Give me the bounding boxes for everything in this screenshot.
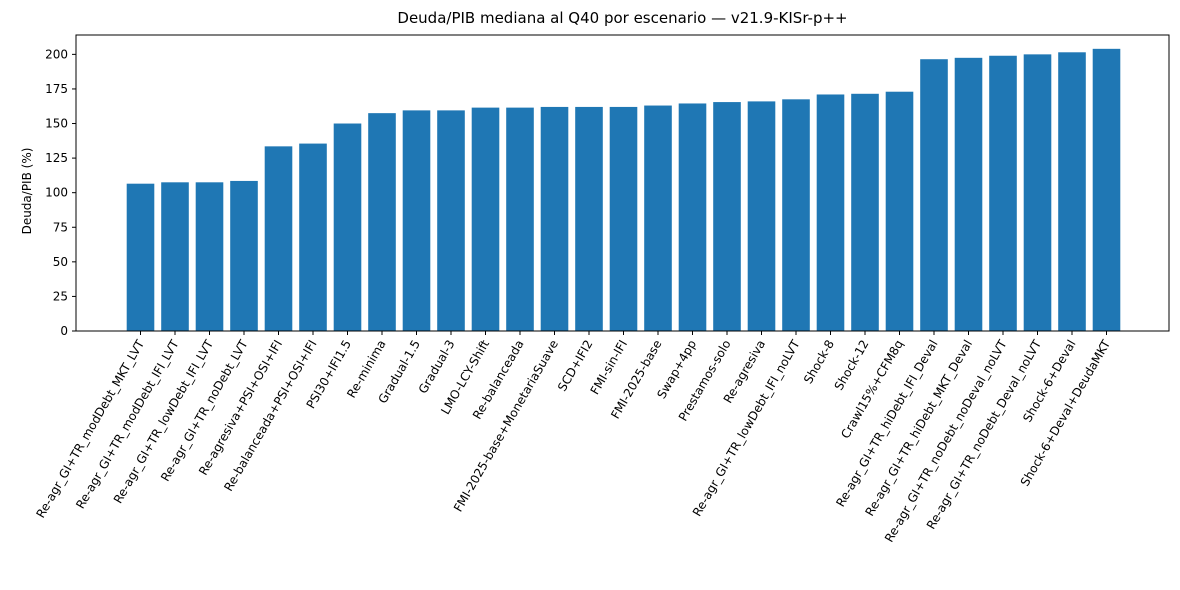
bar-17 bbox=[678, 103, 707, 331]
bar-29 bbox=[1092, 48, 1121, 331]
bar-2 bbox=[161, 182, 189, 331]
bar-11 bbox=[471, 107, 500, 332]
x-tick-label-22: Shock-12 bbox=[832, 338, 872, 393]
bar-28 bbox=[1058, 52, 1086, 331]
bar-23 bbox=[885, 91, 914, 332]
bar-22 bbox=[851, 93, 879, 331]
y-tick-label-200: 200 bbox=[45, 47, 68, 61]
x-tick-label-23: Crawl15%+CFM8q bbox=[838, 338, 906, 442]
bar-15 bbox=[609, 106, 638, 332]
y-tick-label-175: 175 bbox=[45, 82, 68, 96]
bar-26 bbox=[989, 55, 1017, 331]
bar-8 bbox=[368, 113, 396, 332]
bar-1 bbox=[126, 183, 155, 331]
bar-19 bbox=[747, 101, 776, 331]
y-tick-label-75: 75 bbox=[53, 220, 68, 234]
bar-5 bbox=[264, 146, 293, 331]
y-axis-label: Deuda/PIB (%) bbox=[20, 148, 34, 235]
bar-18 bbox=[713, 102, 741, 331]
bar-14 bbox=[575, 106, 603, 332]
bar-10 bbox=[437, 110, 465, 331]
y-tick-label-0: 0 bbox=[60, 324, 68, 338]
bar-21 bbox=[816, 94, 845, 331]
bar-9 bbox=[402, 110, 431, 331]
bar-16 bbox=[644, 105, 672, 331]
y-axis: 0 25 50 75 100 125 150 175 200 bbox=[45, 47, 76, 338]
bar-7 bbox=[333, 123, 362, 332]
bar-27 bbox=[1023, 54, 1052, 332]
plot-frame bbox=[75, 34, 1170, 332]
bars-group bbox=[126, 48, 1121, 332]
bar-20 bbox=[782, 99, 810, 331]
y-tick-label-50: 50 bbox=[53, 255, 68, 269]
bar-13 bbox=[540, 106, 569, 332]
y-tick-label-100: 100 bbox=[45, 186, 68, 200]
y-tick-label-25: 25 bbox=[53, 289, 68, 303]
bar-24 bbox=[920, 59, 948, 332]
y-tick-label-150: 150 bbox=[45, 117, 68, 131]
bar-3 bbox=[195, 182, 224, 331]
bar-12 bbox=[506, 107, 534, 332]
chart-title: Deuda/PIB mediana al Q40 por escenario —… bbox=[397, 9, 847, 27]
bar-25 bbox=[954, 57, 983, 331]
y-tick-label-125: 125 bbox=[45, 151, 68, 165]
x-axis: Re-agr_GI+TR_modDebt_MKT_LVTRe-agr_GI+TR… bbox=[33, 331, 1113, 545]
bar-4 bbox=[230, 180, 258, 331]
bar-6 bbox=[299, 143, 327, 331]
x-tick-label-21: Shock-8 bbox=[801, 338, 837, 387]
